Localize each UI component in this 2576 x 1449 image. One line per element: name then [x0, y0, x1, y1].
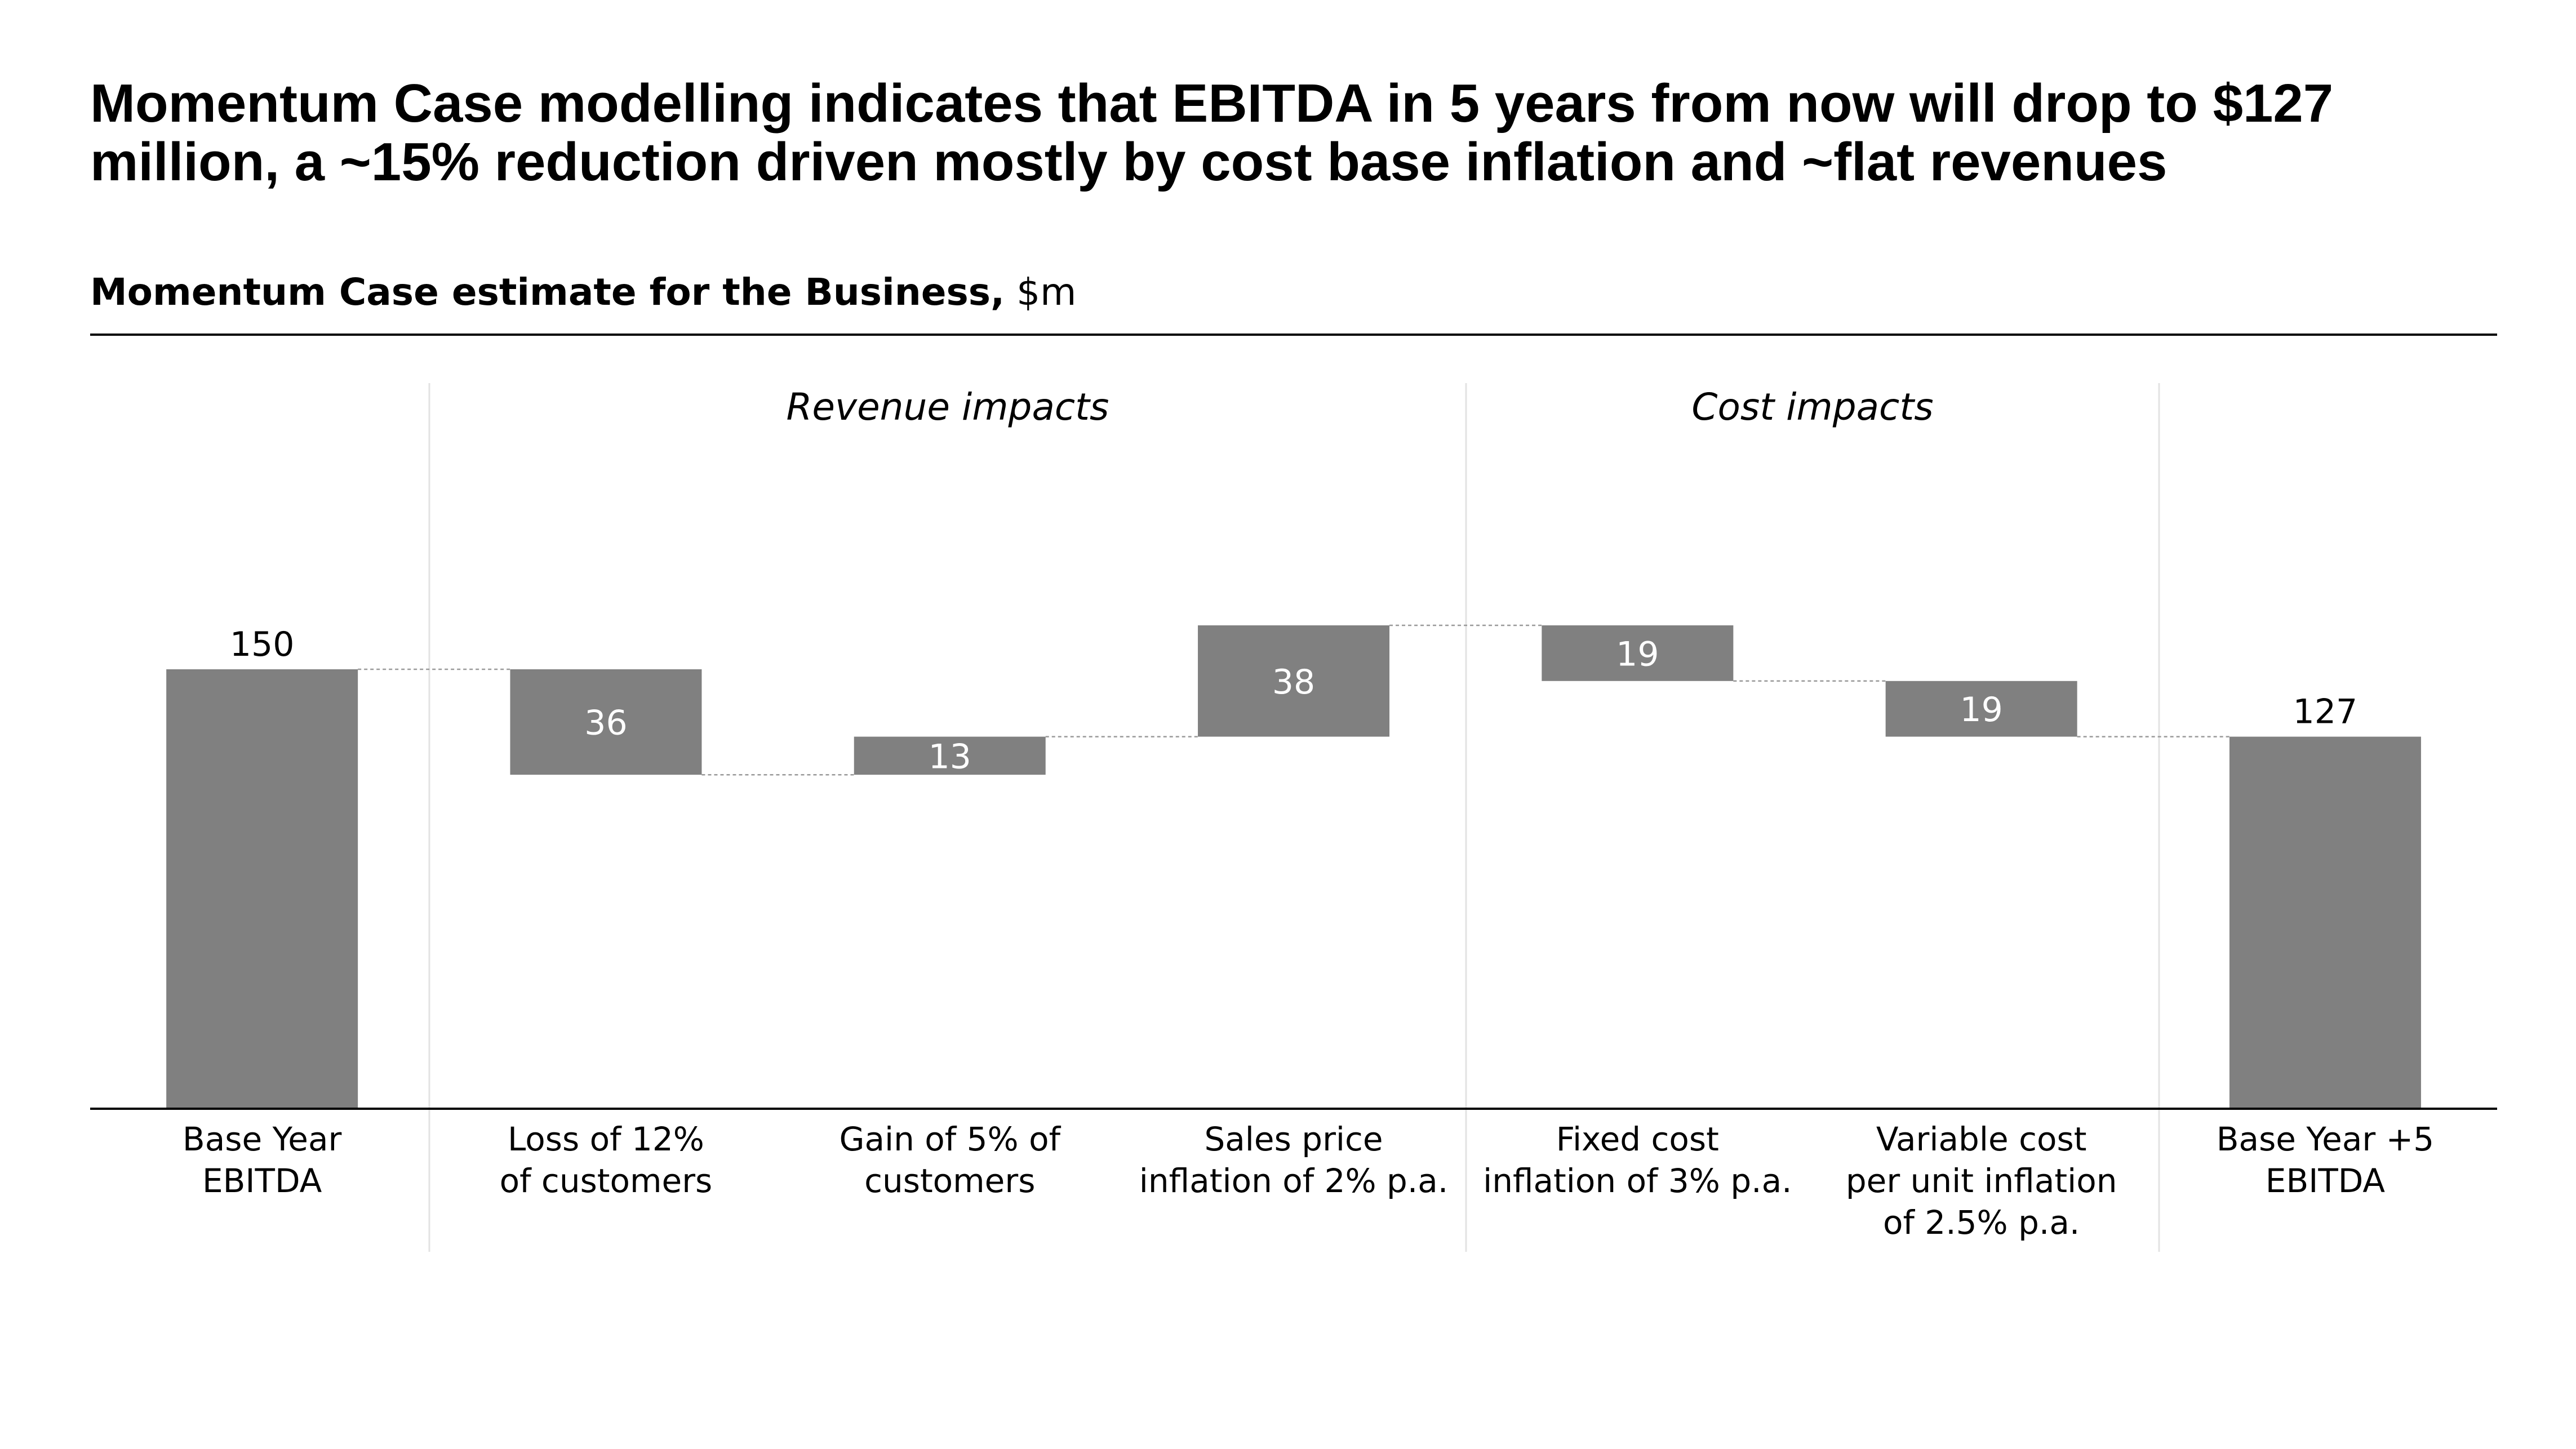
chart-subtitle: Momentum Case estimate for the Business,…	[90, 270, 1076, 314]
group-label: Cost impacts	[1691, 385, 1933, 429]
chart-subtitle-unit: $m	[1005, 270, 1077, 314]
category-label: Loss of 12% of customers	[500, 1120, 713, 1200]
waterfall-bar	[1198, 625, 1390, 737]
data-label: 13	[929, 737, 971, 776]
category-label: Sales price inflation of 2% p.a.	[1139, 1120, 1449, 1200]
category-label: Base Year EBITDA	[183, 1120, 342, 1200]
data-label: 19	[1616, 634, 1659, 674]
category-label: Variable cost per unit inflation of 2.5% p…	[1846, 1120, 2117, 1242]
category-label: Gain of 5% of customers	[840, 1120, 1062, 1200]
data-label: 36	[584, 704, 627, 743]
title-rule	[90, 334, 2497, 336]
waterfall-bar	[1542, 625, 1734, 681]
chart-subtitle-bold: Momentum Case estimate for the Business,	[90, 270, 1005, 314]
data-label: 150	[230, 625, 295, 664]
waterfall-bar	[1885, 681, 2077, 737]
waterfall-bar	[166, 669, 358, 1109]
category-label: Base Year +5 EBITDA	[2217, 1120, 2434, 1200]
group-label: Revenue impacts	[787, 385, 1109, 429]
data-label: 127	[2293, 692, 2358, 732]
data-label: 38	[1272, 663, 1315, 702]
waterfall-bar	[854, 736, 1046, 775]
category-label: Fixed cost inflation of 3% p.a.	[1483, 1120, 1792, 1200]
waterfall-bar	[510, 669, 702, 775]
data-label: 19	[1960, 690, 2002, 730]
waterfall-bar	[2229, 736, 2421, 1109]
page-title: Momentum Case modelling indicates that E…	[90, 73, 2334, 192]
